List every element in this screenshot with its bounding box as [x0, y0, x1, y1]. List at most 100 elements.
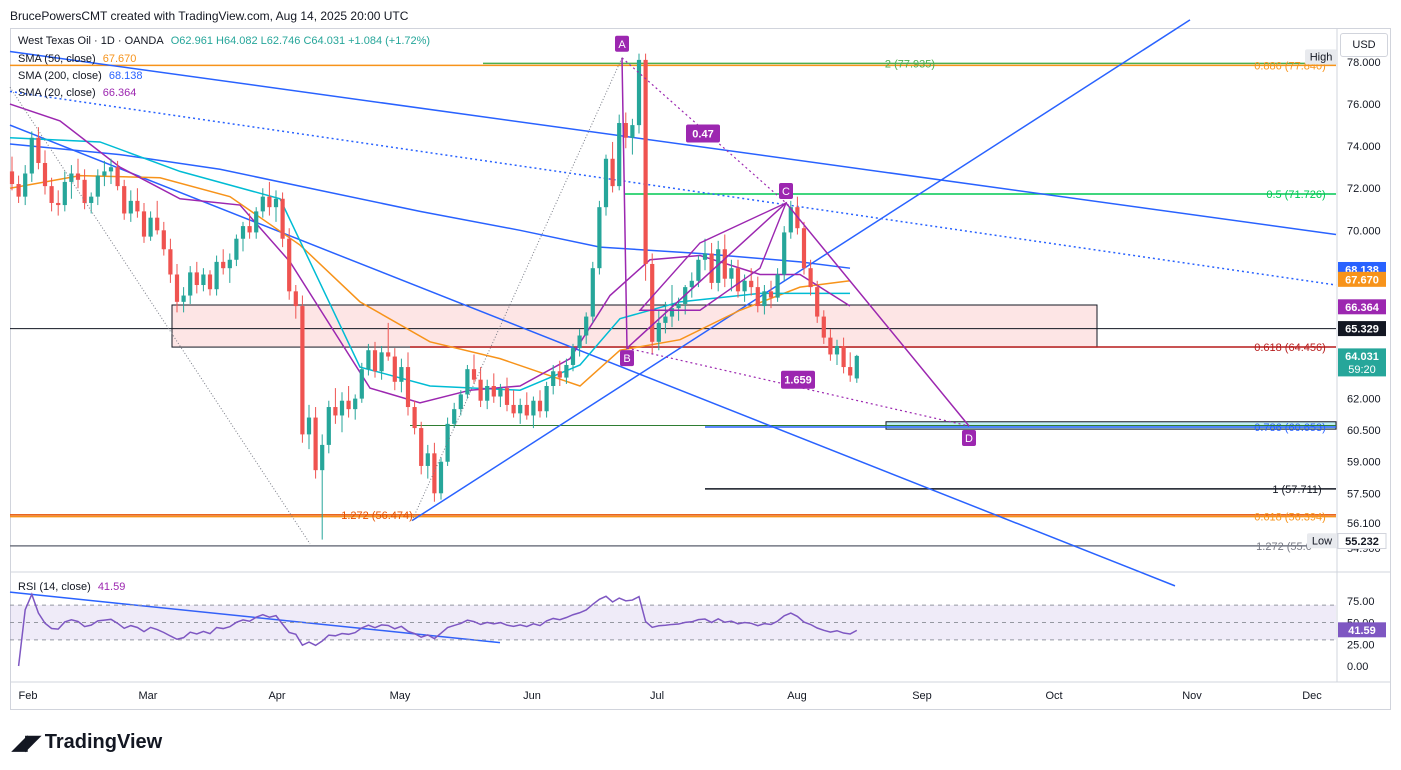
candle-body	[610, 158, 615, 187]
candle-body	[161, 230, 166, 250]
tradingview-logo-icon: ◢◤	[12, 732, 41, 754]
candle-body	[69, 173, 74, 182]
candle-body	[386, 352, 391, 357]
candle-body	[366, 350, 371, 370]
candle-body	[590, 268, 595, 317]
harmonic-ratio-label: 0.47	[692, 129, 713, 141]
legend-symbol[interactable]: West Texas Oil · 1D · OANDA	[18, 35, 164, 47]
legend-sma200-row[interactable]: SMA (200, close) 68.138	[18, 70, 146, 82]
candle-body	[326, 407, 331, 445]
candle-body	[801, 228, 807, 269]
price-badge	[1337, 533, 1387, 550]
candle-body	[828, 337, 833, 355]
candle-body	[306, 417, 312, 435]
candle-body	[445, 423, 450, 462]
candle-body	[174, 274, 180, 302]
candle-body	[405, 367, 411, 408]
price-badge	[1338, 299, 1386, 315]
candle-body	[62, 181, 67, 206]
candle-body	[544, 386, 549, 412]
candle-body	[372, 350, 378, 372]
candle-body	[214, 261, 219, 290]
currency-button[interactable]: USD	[1340, 33, 1388, 57]
candle-body	[399, 367, 404, 382]
price-badge-label: 55.232	[1345, 536, 1379, 548]
candle-body	[834, 346, 840, 355]
candle-body	[36, 137, 41, 163]
sma50-line	[9, 174, 851, 387]
fib-fan-line	[9, 86, 311, 545]
candle-body	[339, 400, 345, 416]
legend-sma50-row[interactable]: SMA (50, close) 67.670	[18, 53, 140, 65]
harmonic-point-label: A	[618, 39, 626, 51]
candle-body	[260, 196, 265, 212]
candle-body	[537, 400, 543, 412]
candle-body	[630, 125, 635, 138]
candle-body	[23, 173, 28, 197]
y-tick-label: 59.000	[1347, 457, 1381, 469]
harmonic-ac-dotted	[621, 57, 787, 204]
candle-body	[458, 394, 463, 410]
fib-label: 0.618 (64.456)	[1254, 342, 1326, 354]
price-badge	[1338, 271, 1386, 287]
legend-rsi-label: RSI (14, close)	[18, 581, 91, 593]
harmonic-point-badge	[615, 35, 629, 52]
fib-label: 2 (77.935)	[885, 58, 935, 70]
price-badge	[1338, 348, 1386, 377]
rsi-badge-label: 41.59	[1348, 625, 1376, 637]
candle-body	[346, 400, 351, 410]
y-tick-label: 56.100	[1347, 518, 1381, 530]
candle-body	[577, 335, 582, 349]
legend-ohlc: O62.961 H64.082 L62.746 C64.031 +1.084 (…	[170, 35, 431, 47]
price-badge-label: 67.670	[1345, 274, 1379, 286]
tradingview-logo[interactable]: ◢◤ TradingView	[12, 730, 162, 755]
price-badge-countdown: 59:20	[1348, 364, 1376, 376]
candle-body	[636, 59, 642, 126]
harmonic-point-label: C	[782, 186, 790, 198]
candle-body	[181, 295, 186, 302]
legend-rsi-row[interactable]: RSI (14, close) 41.59	[18, 581, 129, 593]
legend-sma200-label: SMA (200, close)	[18, 70, 102, 82]
harmonic-point-badge	[962, 429, 976, 446]
fib-label: 1 (57.711)	[1272, 484, 1321, 496]
support-zone	[171, 304, 1098, 348]
candle-body	[29, 137, 34, 174]
candle-body	[491, 386, 496, 397]
legend-sma20-value: 66.364	[102, 87, 137, 99]
candle-body	[524, 404, 529, 416]
candle-body	[379, 352, 384, 372]
x-tick-label: Apr	[268, 690, 285, 702]
x-tick-label: Dec	[1302, 690, 1322, 702]
x-tick-label: Oct	[1045, 690, 1062, 702]
candle-body	[419, 428, 424, 466]
candle-body	[617, 123, 622, 187]
candle-body	[584, 316, 589, 336]
candle-body	[551, 371, 556, 386]
candle-body	[227, 259, 232, 269]
harmonic-ratio-badge	[686, 124, 720, 143]
legend-sma20-row[interactable]: SMA (20, close) 66.364	[18, 87, 140, 99]
candle-body	[669, 308, 675, 317]
legend-symbol-row: West Texas Oil · 1D · OANDA O62.961 H64.…	[18, 35, 434, 47]
harmonic-triangle	[638, 201, 788, 311]
y-tick-label: 70.000	[1347, 225, 1381, 237]
x-tick-label: Feb	[19, 690, 38, 702]
candle-body	[504, 388, 510, 405]
candle-body	[9, 171, 15, 185]
candle-body	[788, 207, 793, 233]
harmonic-point-label: B	[623, 353, 630, 365]
candle-body	[102, 171, 107, 176]
rsi-band	[10, 605, 1336, 640]
trend-line-dotted	[9, 90, 1337, 286]
x-tick-label: May	[390, 690, 411, 702]
high-badge	[1305, 49, 1337, 65]
candle-body	[775, 274, 780, 298]
candle-body	[425, 453, 430, 466]
fib-label: 0.786 (60.653)	[1254, 422, 1326, 434]
rsi-badge	[1338, 622, 1386, 638]
rsi-tick-label: 75.00	[1347, 596, 1375, 608]
candle-body	[511, 404, 516, 414]
candle-body	[280, 198, 285, 239]
candle-body	[663, 316, 668, 323]
